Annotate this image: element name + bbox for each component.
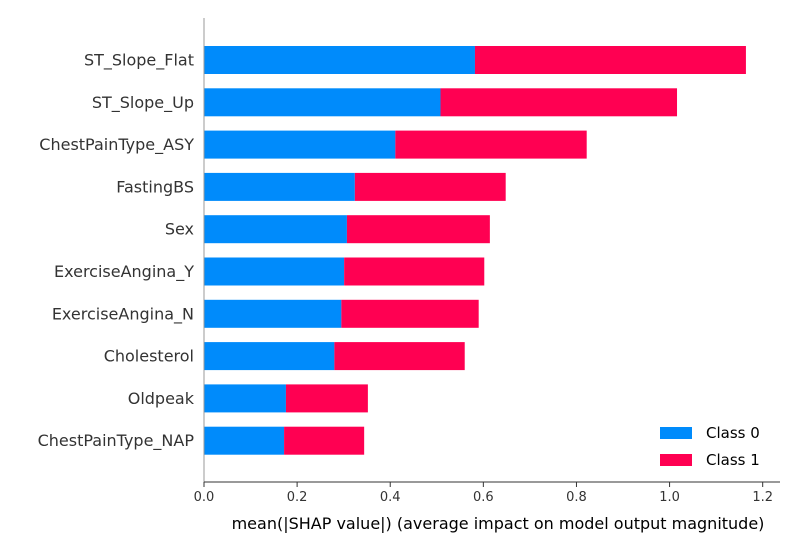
bar-class-1-cholesterol	[334, 342, 465, 371]
x-tick-label: 0.2	[287, 490, 308, 505]
legend-swatch-class-1	[660, 454, 692, 466]
y-tick-label: ChestPainType_NAP	[38, 431, 195, 451]
bar-class-0-cholesterol	[204, 342, 335, 371]
bar-class-1-fastingbs	[354, 172, 506, 201]
x-tick-label: 1.2	[752, 490, 773, 505]
bar-class-1-st-slope-flat	[474, 46, 746, 74]
legend: Class 0 Class 1	[660, 424, 760, 469]
x-axis-label: mean(|SHAP value|) (average impact on mo…	[232, 514, 765, 533]
x-tick-label: 0.0	[194, 490, 215, 505]
y-tick-label: Sex	[165, 220, 194, 239]
legend-swatch-class-0	[660, 427, 692, 439]
bar-class-1-exerciseangina-n	[341, 299, 479, 328]
bar-class-1-chestpaintype-nap	[284, 426, 365, 455]
bar-class-0-fastingbs	[204, 172, 355, 201]
y-tick-label: ST_Slope_Flat	[84, 51, 194, 71]
y-labels-layer: ST_Slope_Flat ST_Slope_Up ChestPainType_AS…	[38, 51, 195, 452]
x-tick-label: 1.0	[659, 490, 680, 505]
y-tick-label: FastingBS	[116, 177, 194, 196]
bar-class-1-sex	[346, 215, 490, 244]
x-tick-label: 0.6	[473, 490, 494, 505]
legend-label-class-1: Class 1	[706, 451, 760, 469]
bar-class-1-exerciseangina-y	[344, 257, 485, 286]
bar-class-1-st-slope-up	[440, 88, 678, 117]
bar-class-0-oldpeak	[204, 384, 286, 413]
bar-class-0-exerciseangina-n	[204, 299, 342, 328]
y-tick-label: ExerciseAngina_N	[52, 304, 194, 324]
bar-class-0-chestpaintype-asy	[204, 130, 396, 159]
bar-class-1-oldpeak	[285, 384, 368, 413]
y-tick-label: ExerciseAngina_Y	[54, 262, 194, 282]
legend-label-class-0: Class 0	[706, 424, 760, 442]
y-tick-label: Cholesterol	[104, 347, 194, 366]
bar-class-0-st-slope-up	[204, 88, 441, 117]
bar-class-1-chestpaintype-asy	[395, 130, 587, 159]
y-tick-label: ST_Slope_Up	[92, 93, 194, 113]
y-tick-label: Oldpeak	[128, 389, 195, 408]
bar-class-0-chestpaintype-nap	[204, 426, 285, 455]
bar-class-0-exerciseangina-y	[204, 257, 345, 286]
x-tick-label: 0.8	[566, 490, 587, 505]
bars-layer	[204, 46, 746, 455]
y-tick-label: ChestPainType_ASY	[39, 135, 194, 155]
bar-class-0-sex	[204, 215, 347, 244]
x-tick-label: 0.4	[380, 490, 401, 505]
bar-class-0-st-slope-flat	[204, 46, 475, 74]
x-ticks-layer: 0.0 0.2 0.4 0.6 0.8 1.0 1.2	[194, 482, 773, 505]
